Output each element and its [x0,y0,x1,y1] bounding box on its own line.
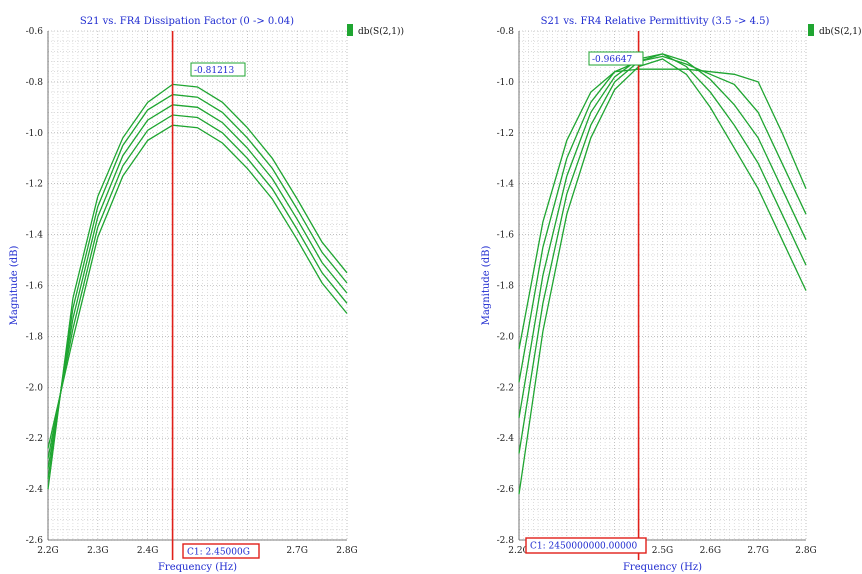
y-axis-label: Magnitude (dB) [9,246,20,326]
legend-label: db(S(2,1)) [358,26,404,37]
x-tick-label: 2.8G [795,546,817,556]
series-line-4 [47,114,348,459]
y-tick-label: -1.0 [497,78,515,88]
marker-value-box [588,51,644,66]
y-tick-label: -2.2 [26,434,43,444]
chart-2: -0.8 -1.0 -1.2 -1.4 -1.6 -1.8 -2.0 -2.2 -2.4 -2.6… [481,16,862,573]
y-tick-label: -2.4 [497,434,515,444]
legend-swatch [808,24,814,36]
y-tick-label: -2.2 [497,383,514,393]
y-tick-label: -1.2 [26,180,43,190]
y-tick-label: -2.0 [26,383,44,393]
marker-freq-box [182,543,260,559]
x-tick-label: 2.2G [508,546,530,556]
y-tick-label: -1.6 [497,231,515,241]
y-tick-label: -0.8 [497,27,515,37]
y-tick-label: -1.6 [26,282,44,292]
grid [47,30,348,541]
x-tick-label: 2.6G [700,546,722,556]
marker-value-label: -0.81213 [194,66,235,76]
x-tick-label: 2.7G [286,546,308,556]
y-tick-label: -1.4 [26,231,44,241]
x-axis-label: Frequency (Hz) [158,562,237,573]
y-tick-label: -0.8 [26,78,44,88]
marker-freq-box [525,537,647,554]
marker-value-label: -0.96647 [592,55,633,65]
chart-1: -0.6 -0.8 -1.0 -1.2 -1.4 -1.6 -1.8 -2.0 -2.2 -2.4… [9,16,404,573]
y-tick-label: -2.4 [26,485,44,495]
x-tick-label: 2.8G [336,546,358,556]
series-line-5 [47,124,348,449]
y-tick-label: -2.6 [497,485,515,495]
series-line-3 [47,104,348,469]
series-line-1 [47,83,348,490]
y-tick-label: -1.8 [26,332,44,342]
y-tick-label: -2.8 [497,536,515,546]
x-axis-label: Frequency (Hz) [623,562,702,573]
chart-title: S21 vs. FR4 Dissipation Factor (0 -> 0.0… [80,16,294,27]
legend-swatch [347,24,353,36]
chart-title: S21 vs. FR4 Relative Permittivity (3.5 -… [541,16,770,27]
x-tick-label: 2.2G [37,546,59,556]
marker-value-box [190,62,246,77]
grid [518,30,807,541]
x-tick-label: 2.7G [747,546,769,556]
series-line-1 [518,68,807,350]
y-tick-label: -1.2 [497,129,514,139]
y-tick-label: -0.6 [26,27,44,37]
x-tick-label: 2.3G [87,546,109,556]
marker-freq-label: C1: 2.45000G [187,548,250,558]
legend-label: db(S(2,1)) [819,26,862,37]
y-tick-label: -1.4 [497,180,515,190]
marker-freq-label: C1: 2450000000.00000 [530,542,638,552]
y-tick-label: -1.8 [497,282,515,292]
x-tick-label: 2.5G [652,546,674,556]
series-line-5 [518,58,807,495]
series-line-2 [518,55,807,383]
y-axis-label: Magnitude (dB) [481,246,492,326]
x-tick-label: 2.4G [137,546,159,556]
y-tick-label: -2.0 [497,332,515,342]
y-tick-label: -1.0 [26,129,44,139]
series-line-2 [47,93,348,479]
series-line-4 [518,53,807,454]
y-tick-label: -2.6 [26,536,44,546]
